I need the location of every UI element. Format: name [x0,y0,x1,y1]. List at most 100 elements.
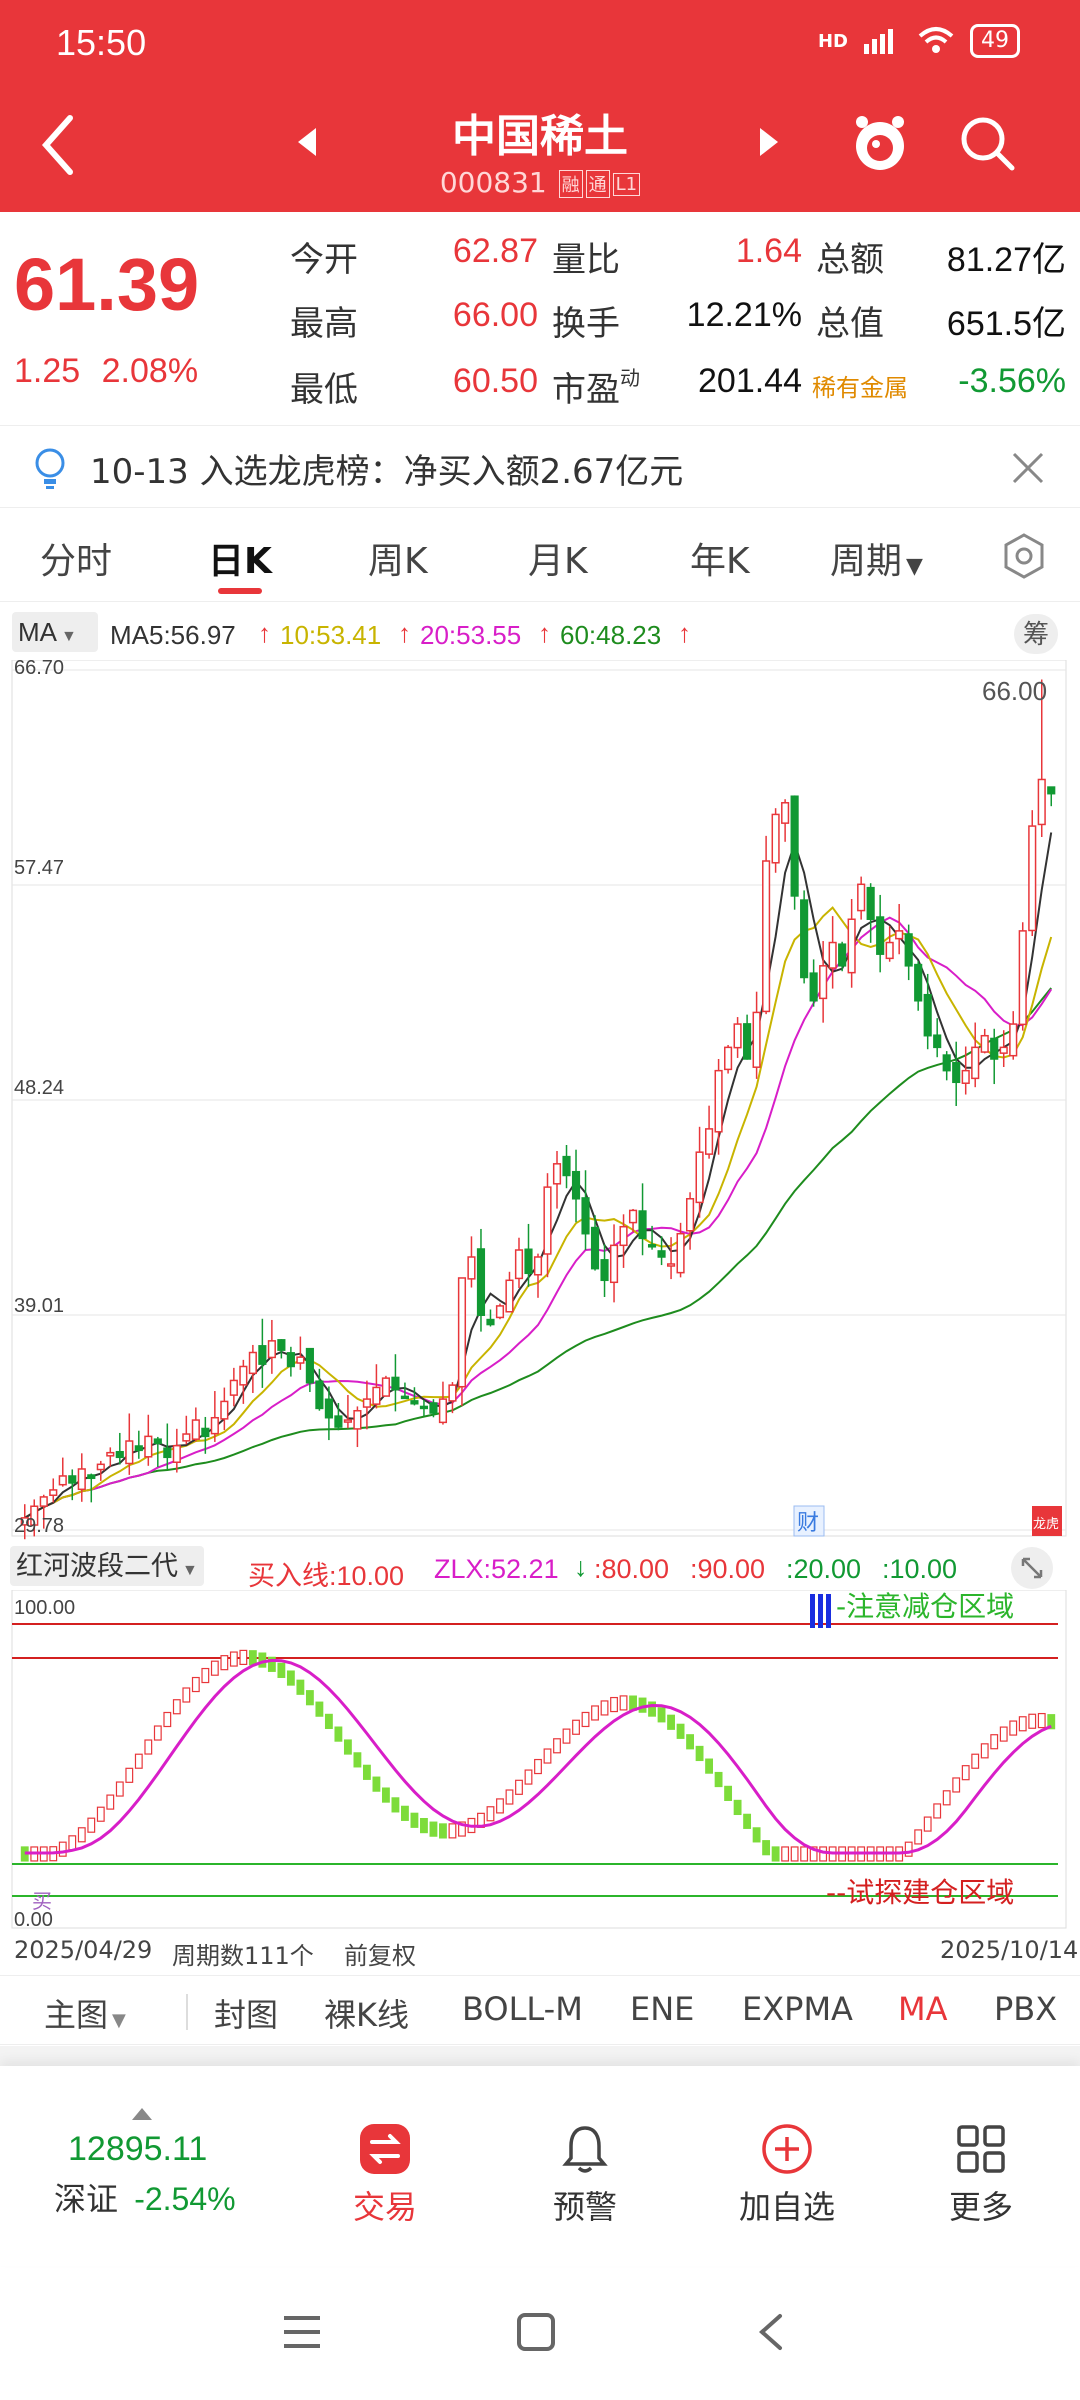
indicator-bar [714,1771,723,1788]
indicator-bar [553,1738,561,1754]
ma5-up-arrow: ↑ [258,618,271,648]
tab-naked-k[interactable]: 裸K线 [324,1996,409,2034]
y-tick-5: 29.78 [14,1515,64,1537]
tab-ma[interactable]: MA [898,1990,948,2028]
candle-body [533,1256,543,1276]
chevron-down-icon: ▼ [906,554,923,579]
home-icon[interactable] [516,2312,556,2352]
sector-name[interactable]: 稀有金属 [812,374,908,402]
kline-chart[interactable]: 66.70 57.47 48.24 39.01 29.78 66.00 财 龙虎 [0,660,1080,1540]
ma-selector[interactable]: MA ▼ [12,612,98,652]
tab-period[interactable]: 周期 ▼ [830,532,923,584]
system-nav-bar [0,2270,1080,2400]
index-value[interactable]: 12895.11 [68,2130,208,2168]
candle-body [857,883,866,912]
nav-more-label: 更多 [948,2188,1013,2226]
candle-body [372,1386,381,1405]
tab-weekly[interactable]: 周K [368,541,428,582]
candle-body [838,943,847,967]
tab-expma[interactable]: EXPMA [742,1990,853,2028]
sector-change[interactable]: -3.56% [958,362,1066,400]
tab-boll-m[interactable]: BOLL-M [462,1990,583,2028]
tab-pbx[interactable]: PBX [994,1990,1058,2028]
expand-icon[interactable] [1010,1546,1054,1590]
label-high: 最高 [290,304,358,344]
indicator-bar [163,1711,172,1728]
prev-stock-icon[interactable] [298,128,316,156]
notice-bar[interactable]: 10-13 入选龙虎榜：净买入额2.67亿元 [0,428,1080,508]
indicator-bar [619,1695,628,1711]
candle-body [239,1365,248,1386]
indicator-bar [667,1714,675,1730]
tab-ene[interactable]: ENE [630,1990,695,2028]
candle-body [666,1263,676,1267]
candle-body [296,1356,305,1364]
tab-fengtu[interactable]: 封图 [214,1996,279,2034]
label-pe: 市盈动 [552,362,640,411]
indicator-bar [401,1805,409,1821]
tab-main-chart-label: 主图 [44,1996,109,2034]
indicator-bar [382,1787,390,1803]
indicator-bar [515,1779,523,1795]
ma60-up-arrow: ↑ [678,618,691,648]
candle-body [267,1340,276,1359]
indicator-bar [77,1827,86,1843]
close-icon[interactable] [1008,448,1048,488]
indicator-bar [610,1696,618,1713]
indicator-bar [277,1662,286,1678]
indicator-chart[interactable]: 100.00 0.00 买 -注意减仓区域 --试探建仓区域 [0,1590,1080,1930]
candle-body [695,1151,704,1204]
change-value: 1.25 [14,352,81,390]
tab-monthly[interactable]: 月K [528,541,588,582]
candle-body [229,1379,238,1396]
tab-yearly[interactable]: 年K [690,541,750,582]
system-back-icon[interactable] [756,2312,786,2352]
candle-body [581,1197,590,1235]
indicator-bar [1028,1713,1037,1729]
indicator-bar [410,1812,419,1828]
tab-main-chart[interactable]: 主图 ▼ [44,1990,126,2036]
indicator-bar [353,1752,362,1768]
settings-hexagon-icon[interactable] [1000,532,1048,580]
candle-body [1009,1023,1018,1057]
mascot-icon[interactable] [850,112,910,176]
period-count: 周期数111个 [172,1942,314,1970]
indicator-bar [324,1713,333,1729]
indicator-bar [315,1701,324,1717]
indicator-bar [239,1649,248,1666]
indicator-bar [733,1799,742,1816]
indicator-bar [220,1655,229,1671]
nav-trade[interactable]: 交易 [330,2122,440,2228]
value-open: 62.87 [452,232,538,270]
candle-body [914,963,923,1002]
dragon-tiger-marker[interactable] [1032,1506,1062,1536]
index-row[interactable]: 深证 -2.54% [54,2174,236,2220]
menu-icon[interactable] [282,2314,322,2350]
grid-icon [957,2125,1005,2173]
y-tick-4: 39.01 [14,1295,64,1317]
caret-up-icon[interactable] [130,2106,154,2122]
chip-distribution-button[interactable]: 筹 [1014,614,1058,654]
back-icon[interactable] [36,110,80,180]
candle-body [590,1226,600,1270]
candle-body [685,1198,695,1232]
indicator-bars [20,1649,1056,1862]
index-name: 深证 [54,2180,119,2218]
nav-alert[interactable]: 预警 [530,2122,640,2228]
candle-body [714,1069,723,1133]
indicator-selector[interactable]: 红河波段二代 ▼ [10,1546,204,1586]
search-icon[interactable] [956,112,1018,174]
adjust-type[interactable]: 前复权 [344,1942,416,1970]
nav-more[interactable]: 更多 [926,2122,1036,2228]
end-date: 2025/10/14 [940,1936,1079,1964]
indicator-bar [1037,1712,1046,1729]
next-stock-icon[interactable] [760,128,778,156]
tab-daily[interactable]: 日K [208,541,272,582]
value-market-cap: 651.5亿 [946,305,1066,343]
ma20-up-arrow: ↑ [538,618,551,648]
candle-body [990,1037,999,1060]
tab-intraday[interactable]: 分时 [40,541,113,582]
candle-body [125,1440,134,1465]
financial-marker[interactable] [793,1505,825,1537]
nav-add-watchlist[interactable]: 加自选 [722,2122,852,2228]
